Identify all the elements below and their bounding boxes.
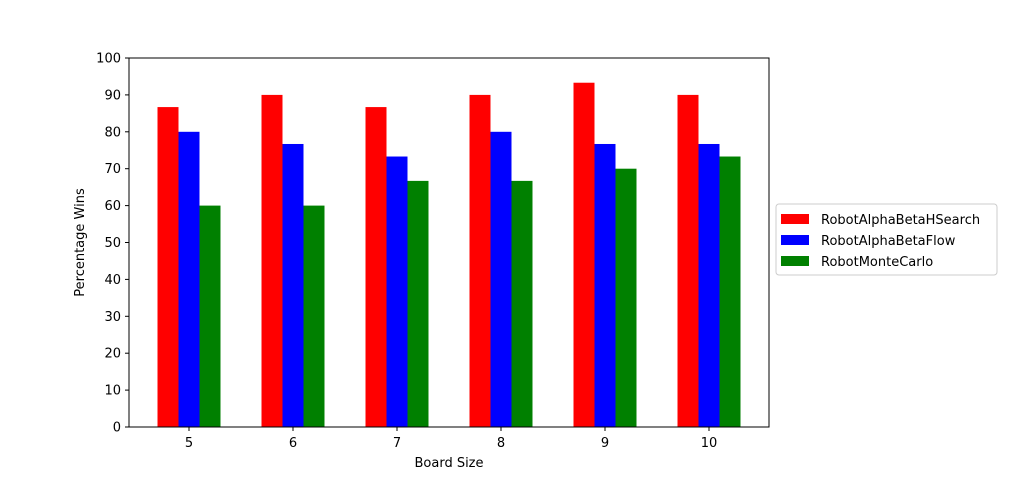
x-axis: 5 6 7 8 9 10: [185, 427, 717, 451]
y-tick-label-0: 0: [113, 421, 121, 436]
bar-RobotAlphaBetaHSearch-10: [677, 94, 699, 428]
y-axis: 0 10 20 30 40 50 60 70 80 90 100: [96, 52, 129, 436]
bar-RobotMonteCarlo-9: [615, 168, 637, 427]
bar-RobotAlphaBetaFlow-5: [178, 131, 200, 428]
legend-label-RobotAlphaBetaFlow: RobotAlphaBetaFlow: [821, 234, 956, 249]
y-tick-label-100: 100: [96, 52, 121, 67]
bar-RobotAlphaBetaFlow-7: [386, 156, 408, 427]
bar-RobotAlphaBetaHSearch-8: [469, 94, 491, 428]
bar-RobotAlphaBetaFlow-9: [594, 143, 616, 428]
legend-swatch-RobotAlphaBetaHSearch: [781, 214, 809, 224]
x-tick-label-10: 10: [701, 436, 718, 451]
y-tick-label-70: 70: [104, 162, 121, 177]
y-tick-label-50: 50: [104, 236, 121, 251]
x-tick-label-5: 5: [185, 436, 193, 451]
bar-RobotAlphaBetaHSearch-6: [261, 94, 283, 428]
x-tick-label-6: 6: [289, 436, 297, 451]
y-tick-label-90: 90: [104, 88, 121, 103]
bar-RobotMonteCarlo-5: [199, 205, 221, 427]
bar-RobotAlphaBetaFlow-8: [490, 131, 512, 428]
bar-RobotAlphaBetaFlow-6: [282, 143, 304, 428]
legend-swatch-RobotAlphaBetaFlow: [781, 235, 809, 245]
y-tick-label-10: 10: [104, 384, 121, 399]
y-tick-label-60: 60: [104, 199, 121, 214]
legend-frame: [775, 203, 998, 276]
x-tick-label-8: 8: [497, 436, 505, 451]
y-tick-label-40: 40: [104, 273, 121, 288]
legend-label-RobotMonteCarlo: RobotMonteCarlo: [821, 255, 933, 270]
y-tick-label-20: 20: [104, 347, 121, 362]
y-tick-label-80: 80: [104, 125, 121, 140]
bar-RobotMonteCarlo-7: [407, 180, 429, 427]
legend: RobotAlphaBetaHSearch RobotAlphaBetaFlow R…: [775, 203, 998, 276]
legend-swatch-RobotMonteCarlo: [781, 256, 809, 266]
bar-RobotAlphaBetaFlow-10: [698, 143, 720, 428]
bars-group: [157, 82, 741, 428]
x-tick-label-7: 7: [393, 436, 401, 451]
bar-RobotMonteCarlo-6: [303, 205, 325, 427]
bar-RobotAlphaBetaHSearch-7: [365, 107, 387, 427]
x-tick-label-9: 9: [601, 436, 609, 451]
bar-RobotMonteCarlo-10: [719, 156, 741, 427]
y-tick-label-30: 30: [104, 310, 121, 325]
bar-RobotMonteCarlo-8: [511, 180, 533, 427]
plot-frame: [128, 57, 770, 428]
y-axis-label: Percentage Wins: [73, 188, 88, 297]
x-axis-label: Board Size: [414, 456, 483, 471]
bar-RobotAlphaBetaHSearch-5: [157, 107, 179, 427]
legend-label-RobotAlphaBetaHSearch: RobotAlphaBetaHSearch: [821, 213, 980, 228]
bar-RobotAlphaBetaHSearch-9: [573, 82, 595, 427]
